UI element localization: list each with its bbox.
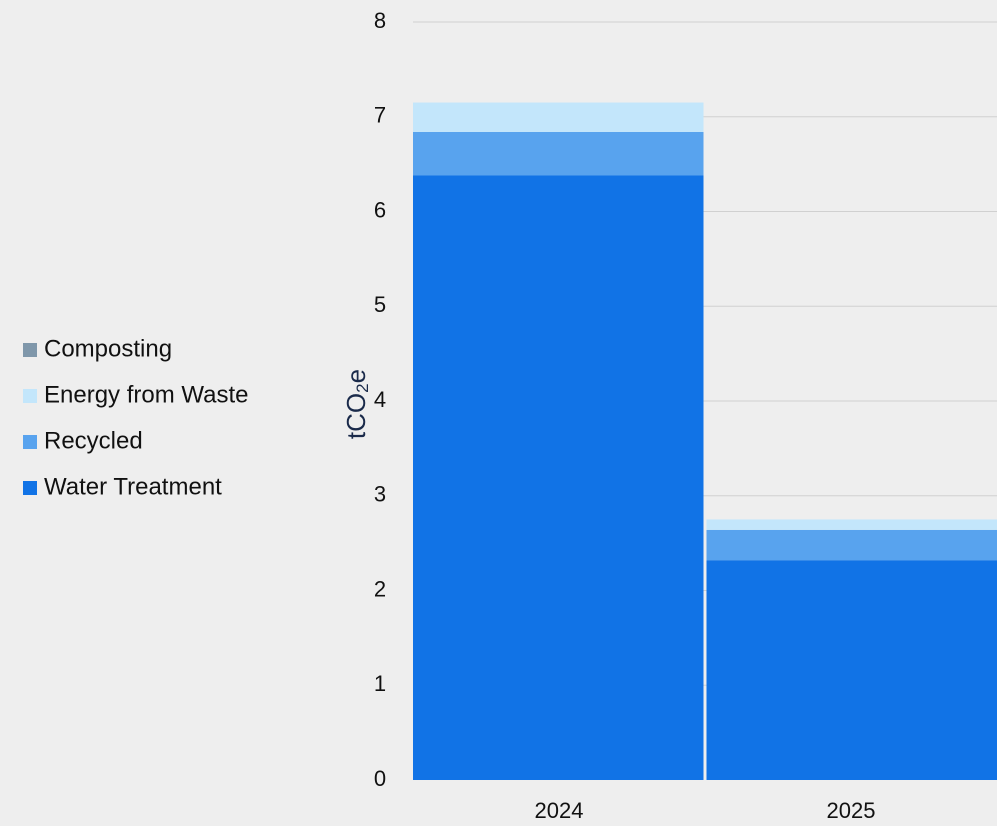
legend-label: Recycled (44, 427, 143, 454)
bar-segment (706, 560, 997, 780)
x-tick-labels: 2024 2025 (535, 798, 876, 823)
bar-segment (706, 519, 997, 530)
legend-label: Energy from Waste (44, 381, 249, 408)
y-tick-label: 1 (374, 671, 386, 696)
legend-swatch (23, 435, 37, 449)
bar-segment (413, 102, 704, 132)
y-tick-label: 7 (374, 103, 386, 128)
bar-segment (706, 529, 997, 561)
y-axis-label: tCO2e (341, 369, 373, 439)
legend-label: Composting (44, 335, 172, 362)
legend-label: Water Treatment (44, 473, 222, 500)
legend-swatch (23, 389, 37, 403)
bar-segment (413, 175, 704, 780)
y-tick-label: 8 (374, 8, 386, 33)
legend-item: Recycled (23, 427, 143, 454)
bars (413, 102, 997, 780)
y-tick-label: 3 (374, 482, 386, 507)
legend-item: Composting (23, 335, 172, 362)
legend-item: Water Treatment (23, 473, 222, 500)
legend-item: Energy from Waste (23, 381, 249, 408)
legend-swatch (23, 481, 37, 495)
y-tick-label: 0 (374, 766, 386, 791)
y-tick-label: 5 (374, 292, 386, 317)
bar-segment (413, 131, 704, 176)
x-tick-label: 2025 (827, 798, 876, 823)
legend: Composting Energy from Waste Recycled Water… (23, 335, 249, 500)
y-tick-label: 6 (374, 197, 386, 222)
x-tick-label: 2024 (535, 798, 584, 823)
legend-swatch (23, 343, 37, 357)
y-tick-label: 4 (374, 387, 386, 412)
y-tick-labels: 0 1 2 3 4 5 6 7 8 (374, 8, 386, 791)
y-tick-label: 2 (374, 576, 386, 601)
